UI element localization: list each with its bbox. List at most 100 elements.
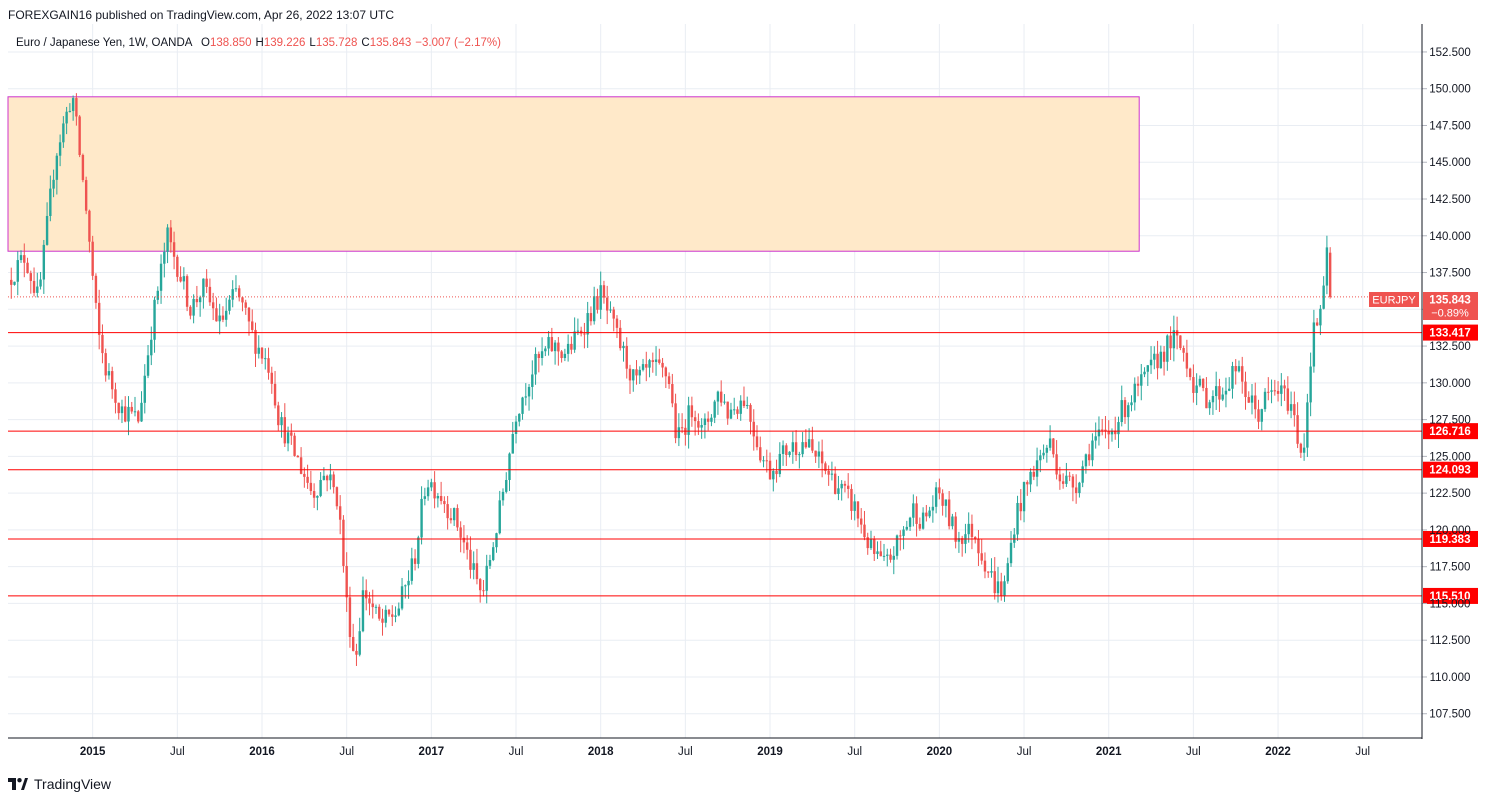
bull-candle-body bbox=[426, 487, 430, 497]
bear-candle-body bbox=[111, 371, 114, 390]
bear-candle-body bbox=[1107, 431, 1110, 435]
bear-candle-body bbox=[433, 482, 436, 499]
level-tag: 126.716 bbox=[1429, 426, 1471, 438]
bear-candle-body bbox=[570, 343, 573, 350]
bull-candle-body bbox=[1035, 460, 1039, 477]
bear-candle-body bbox=[1283, 385, 1286, 389]
chart-title: Euro / Japanese Yen, 1W, OANDA bbox=[16, 37, 193, 49]
bull-candle-body bbox=[531, 374, 534, 387]
bull-candle-body bbox=[68, 110, 72, 112]
bull-candle-body bbox=[1149, 359, 1153, 366]
bull-candle-body bbox=[501, 491, 505, 501]
bear-candle-body bbox=[794, 442, 798, 455]
bull-candle-body bbox=[228, 299, 231, 311]
bear-candle-body bbox=[785, 445, 788, 455]
bull-candle-body bbox=[166, 227, 169, 252]
bull-candle-body bbox=[224, 310, 228, 320]
x-tick-label: Jul bbox=[339, 746, 354, 758]
bull-candle-body bbox=[1042, 452, 1045, 456]
bear-candle-body bbox=[104, 353, 107, 376]
bear-candle-body bbox=[254, 329, 257, 354]
supply-zone-layer bbox=[7, 96, 1140, 252]
bull-candle-body bbox=[521, 397, 524, 414]
y-tick-label: 150.000 bbox=[1429, 84, 1471, 96]
bull-candle-body bbox=[908, 517, 912, 527]
bull-candle-body bbox=[527, 386, 531, 397]
symbol-tag: EURJPY bbox=[1372, 295, 1416, 307]
bear-candle-body bbox=[306, 476, 309, 483]
bull-candle-body bbox=[1263, 391, 1267, 410]
bear-candle-body bbox=[1254, 395, 1257, 410]
bear-candle-body bbox=[479, 579, 482, 591]
bull-candle-body bbox=[1140, 374, 1143, 386]
bear-candle-body bbox=[260, 347, 264, 359]
bull-candle-body bbox=[1231, 366, 1234, 389]
bull-candle-body bbox=[830, 473, 834, 475]
bear-candle-body bbox=[1273, 390, 1277, 392]
bull-candle-body bbox=[153, 299, 156, 340]
y-tick-label: 107.500 bbox=[1429, 709, 1471, 721]
bear-candle-body bbox=[345, 565, 348, 598]
bull-candle-body bbox=[374, 606, 378, 608]
bear-candle-body bbox=[664, 367, 668, 377]
x-tick-label: 2018 bbox=[588, 746, 614, 758]
bear-candle-body bbox=[81, 154, 85, 181]
bear-candle-body bbox=[827, 470, 830, 475]
bear-candle-body bbox=[365, 590, 368, 599]
bear-candle-body bbox=[941, 493, 944, 506]
bull-candle-body bbox=[511, 434, 514, 454]
bull-candle-body bbox=[632, 369, 635, 381]
bear-candle-body bbox=[1000, 581, 1003, 597]
bear-candle-body bbox=[820, 451, 824, 464]
bull-candle-body bbox=[514, 421, 518, 435]
bear-candle-body bbox=[75, 98, 78, 117]
ohlc-c-label: C bbox=[361, 37, 369, 49]
bear-candle-body bbox=[1315, 322, 1319, 326]
bull-candle-body bbox=[39, 279, 42, 287]
bear-candle-body bbox=[338, 506, 342, 520]
bear-candle-body bbox=[351, 636, 355, 651]
bull-candle-body bbox=[716, 391, 720, 402]
bull-candle-body bbox=[1309, 366, 1312, 403]
bear-candle-body bbox=[651, 360, 654, 362]
bear-candle-body bbox=[970, 523, 974, 538]
bear-candle-body bbox=[94, 275, 98, 303]
bull-candle-body bbox=[1289, 404, 1293, 411]
bear-candle-body bbox=[1218, 386, 1221, 400]
x-tick-label: 2019 bbox=[757, 746, 783, 758]
bull-candle-body bbox=[322, 475, 326, 480]
bull-candle-body bbox=[710, 417, 713, 422]
bull-candle-body bbox=[146, 355, 150, 376]
bull-candle-body bbox=[723, 401, 726, 403]
bull-candle-body bbox=[1006, 563, 1009, 582]
bull-candle-body bbox=[772, 471, 775, 480]
bull-candle-body bbox=[1078, 482, 1081, 494]
bull-candle-body bbox=[1127, 405, 1130, 418]
bear-candle-body bbox=[938, 487, 941, 494]
bull-candle-body bbox=[1065, 475, 1068, 484]
y-tick-label: 112.500 bbox=[1430, 635, 1471, 647]
bear-candle-body bbox=[169, 227, 173, 243]
bull-candle-body bbox=[700, 424, 703, 428]
bull-candle-body bbox=[485, 565, 488, 591]
bear-candle-body bbox=[579, 330, 583, 334]
ohlc-h-label: H bbox=[256, 37, 264, 49]
bear-candle-body bbox=[1328, 252, 1332, 297]
bear-candle-body bbox=[130, 406, 133, 412]
bear-candle-body bbox=[889, 554, 892, 560]
level-tag-bg bbox=[1423, 423, 1478, 440]
bull-candle-body bbox=[892, 555, 895, 560]
candles-layer bbox=[10, 93, 1332, 666]
bear-candle-body bbox=[674, 403, 677, 439]
bull-candle-body bbox=[45, 215, 49, 245]
x-tick-label: 2022 bbox=[1265, 746, 1291, 758]
bull-candle-body bbox=[508, 453, 511, 480]
bull-candle-body bbox=[957, 538, 961, 542]
bull-candle-body bbox=[817, 451, 821, 457]
bull-candle-body bbox=[280, 417, 283, 426]
bull-candle-body bbox=[498, 500, 501, 534]
bull-candle-body bbox=[436, 496, 440, 499]
bull-candle-body bbox=[876, 551, 879, 554]
bull-candle-body bbox=[840, 483, 843, 489]
bull-candle-body bbox=[505, 479, 508, 492]
